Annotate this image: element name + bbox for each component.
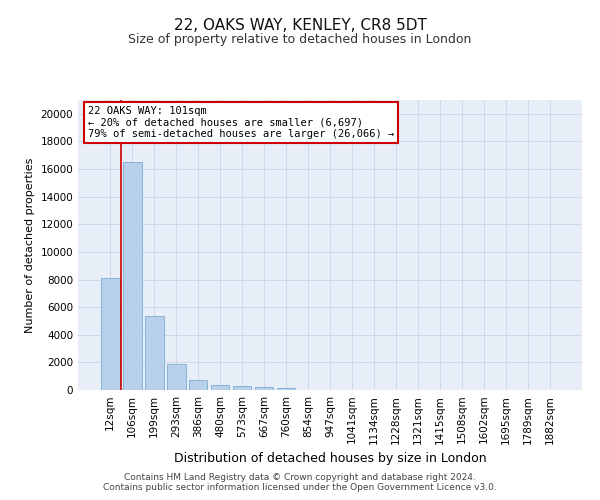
Bar xyxy=(123,162,142,390)
Bar xyxy=(101,278,119,390)
Bar xyxy=(167,364,185,390)
Bar xyxy=(255,387,274,390)
Bar xyxy=(277,388,295,390)
Text: 22, OAKS WAY, KENLEY, CR8 5DT: 22, OAKS WAY, KENLEY, CR8 5DT xyxy=(173,18,427,32)
X-axis label: Distribution of detached houses by size in London: Distribution of detached houses by size … xyxy=(173,452,487,465)
Bar xyxy=(211,386,229,390)
Bar xyxy=(145,316,164,390)
Text: 22 OAKS WAY: 101sqm
← 20% of detached houses are smaller (6,697)
79% of semi-det: 22 OAKS WAY: 101sqm ← 20% of detached ho… xyxy=(88,106,394,139)
Text: Size of property relative to detached houses in London: Size of property relative to detached ho… xyxy=(128,32,472,46)
Text: Contains HM Land Registry data © Crown copyright and database right 2024.
Contai: Contains HM Land Registry data © Crown c… xyxy=(103,473,497,492)
Y-axis label: Number of detached properties: Number of detached properties xyxy=(25,158,35,332)
Bar xyxy=(233,386,251,390)
Bar xyxy=(189,380,208,390)
